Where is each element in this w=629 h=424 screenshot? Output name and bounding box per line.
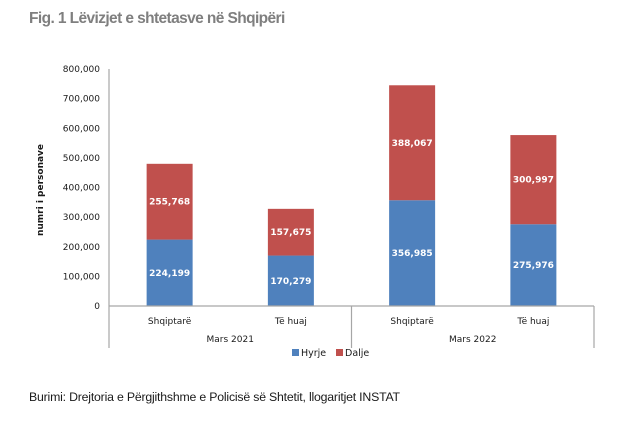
- bar-dalje: [389, 85, 436, 201]
- data-label: 388,067: [392, 139, 433, 149]
- y-tick-label: 500,000: [63, 154, 100, 164]
- legend-swatch-hyrje: [292, 349, 299, 356]
- data-label: 300,997: [513, 176, 554, 186]
- bar-dalje: [267, 208, 314, 256]
- y-tick-label: 300,000: [63, 213, 100, 223]
- y-tick-label: 400,000: [63, 184, 100, 194]
- y-axis-label: numri i personave: [36, 144, 46, 236]
- y-tick-label: 0: [94, 302, 100, 312]
- y-axis: 0 100,000 200,000 300,000 400,000 500,000 600,…: [63, 65, 110, 312]
- legend-label-dalje: Dalje: [345, 348, 369, 359]
- bar-hyrje: [146, 239, 193, 306]
- legend-label-hyrje: Hyrje: [301, 348, 326, 359]
- y-tick-label: 800,000: [63, 65, 100, 75]
- legend: Hyrje Dalje: [292, 348, 369, 359]
- bar-dalje: [146, 163, 193, 240]
- bar-hyrje: [389, 200, 436, 306]
- y-tick-label: 600,000: [63, 124, 100, 134]
- bar-dalje: [510, 135, 557, 225]
- data-label: 157,675: [270, 228, 311, 238]
- y-tick-label: 200,000: [63, 243, 100, 253]
- legend-swatch-dalje: [336, 349, 343, 356]
- data-label: 356,985: [392, 249, 433, 259]
- bars: 224,199 255,768 170,279 157,675 356,985 388,0…: [146, 85, 557, 306]
- x-category-label: Të huaj: [516, 317, 549, 327]
- x-group-label: Mars 2021: [207, 335, 254, 345]
- y-tick-label: 100,000: [63, 272, 100, 282]
- data-label: 275,976: [513, 261, 554, 271]
- x-category-label: Të huaj: [274, 317, 307, 327]
- x-group-label: Mars 2022: [449, 335, 496, 345]
- y-tick-label: 700,000: [63, 95, 100, 105]
- x-axis: Shqiptarë Të huaj Shqiptarë Të huaj Mars 202…: [108, 305, 595, 348]
- x-category-label: Shqiptarë: [148, 317, 192, 327]
- bar-hyrje: [267, 255, 314, 306]
- data-label: 255,768: [149, 198, 190, 208]
- figure-title: Fig. 1 Lëvizjet e shtetasve në Shqipëri: [29, 10, 285, 27]
- source-note: Burimi: Drejtoria e Përgjithshme e Polic…: [29, 390, 400, 404]
- data-label: 170,279: [270, 277, 311, 287]
- data-label: 224,199: [149, 269, 190, 279]
- bar-hyrje: [510, 224, 557, 306]
- x-category-label: Shqiptarë: [390, 317, 434, 327]
